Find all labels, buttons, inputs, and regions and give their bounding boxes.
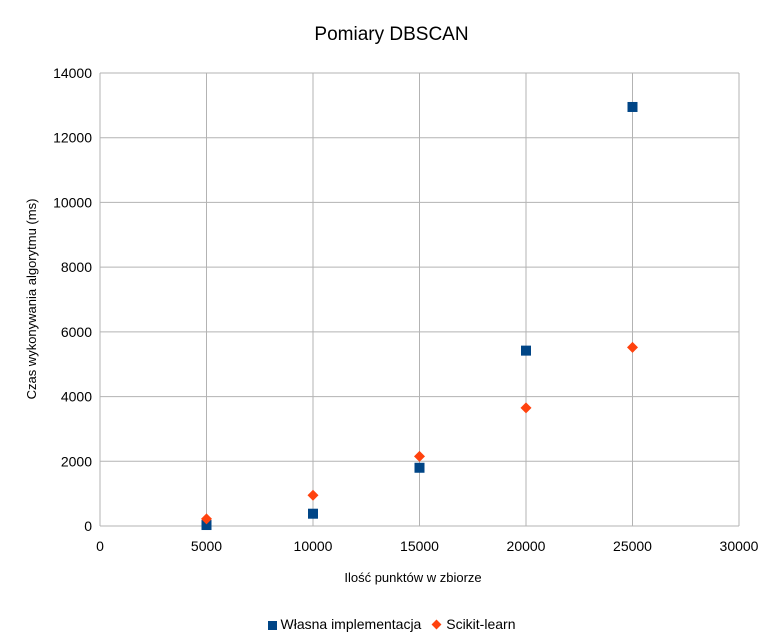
grid-lines [99, 72, 740, 527]
legend-item-sklearn: Scikit-learn [431, 616, 516, 632]
square-marker-icon [267, 621, 277, 630]
x-tick-label: 5000 [191, 538, 222, 554]
point-square [308, 508, 318, 519]
x-axis-label: Ilość punktów w zbiorze [344, 570, 481, 585]
point-diamond [201, 513, 212, 525]
x-tick-label: 25000 [613, 538, 652, 554]
y-tick-label: 2000 [61, 453, 92, 469]
point-diamond [414, 450, 425, 462]
y-tick-label: 14000 [53, 65, 92, 81]
y-tick-label: 12000 [53, 130, 92, 146]
point-diamond [627, 341, 638, 353]
x-tick-label: 20000 [507, 538, 546, 554]
point-square [521, 345, 531, 356]
y-axis-ticks: 0 2000 4000 6000 8000 10000 12000 14000 [53, 65, 92, 534]
point-square [414, 462, 425, 473]
x-axis-ticks: 0 5000 10000 15000 20000 25000 30000 [96, 538, 759, 554]
x-tick-label: 15000 [400, 538, 439, 554]
diamond-marker-icon [431, 619, 442, 630]
y-tick-label: 4000 [61, 389, 92, 405]
legend-label-sklearn: Scikit-learn [446, 616, 516, 632]
x-tick-label: 0 [96, 538, 104, 554]
legend-item-own: Własna implementacja [267, 616, 422, 632]
y-tick-label: 0 [84, 518, 92, 534]
x-tick-label: 30000 [720, 538, 759, 554]
y-tick-label: 10000 [53, 194, 92, 210]
point-diamond [307, 489, 319, 501]
y-tick-label: 8000 [61, 259, 92, 275]
chart-title: Pomiary DBSCAN [314, 24, 469, 45]
legend-label-own: Własna implementacja [280, 616, 422, 632]
y-axis-label: Czas wykonywania algorytmu (ms) [24, 199, 39, 400]
point-square [627, 101, 638, 112]
data-points [201, 101, 638, 531]
point-square [201, 520, 212, 531]
legend: Własna implementacja Scikit-learn [0, 616, 783, 632]
point-diamond [520, 402, 532, 414]
x-tick-label: 10000 [294, 538, 333, 554]
y-tick-label: 6000 [61, 324, 92, 340]
